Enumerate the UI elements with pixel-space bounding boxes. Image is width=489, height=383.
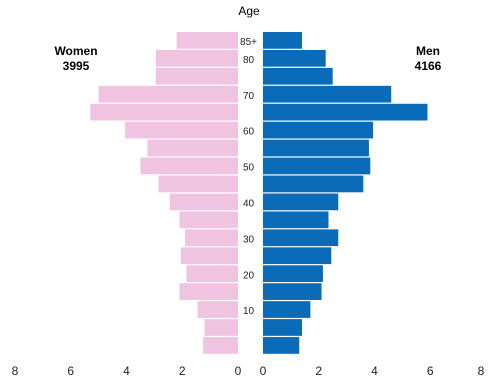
- men-axis-tick-2: 2: [315, 364, 322, 378]
- men-label: Men: [416, 44, 440, 58]
- men-bar-40: [263, 193, 339, 211]
- men-bar-0: [263, 337, 300, 354]
- men-bar-15: [263, 283, 322, 300]
- age-tick-10: 10: [243, 306, 255, 317]
- women-bar-65: [90, 103, 238, 121]
- age-tick-labels: 85+ 80 70 60 50 40 30 20 10: [240, 37, 257, 317]
- women-bar-45: [158, 175, 238, 193]
- women-bar-10: [197, 301, 238, 318]
- women-axis-ticks: 8 6 4 2 0: [12, 364, 242, 378]
- chart-title: Age: [238, 4, 260, 18]
- age-tick-70: 70: [243, 91, 255, 102]
- men-bar-30: [263, 229, 339, 247]
- women-axis-tick-4: 4: [123, 364, 130, 378]
- men-bars: [263, 32, 428, 354]
- women-bars: [90, 32, 238, 354]
- women-bar-0: [203, 337, 238, 354]
- men-bar-55: [263, 139, 369, 157]
- men-bar-85plus: [263, 32, 303, 49]
- women-axis-tick-6: 6: [67, 364, 74, 378]
- men-bar-5: [263, 319, 303, 336]
- age-tick-30: 30: [243, 234, 255, 245]
- men-bar-60: [263, 121, 374, 139]
- men-bar-45: [263, 175, 364, 193]
- men-bar-80: [263, 49, 326, 67]
- women-bar-25: [180, 247, 238, 265]
- age-tick-40: 40: [243, 198, 255, 209]
- women-bar-80: [155, 49, 238, 67]
- women-axis-tick-8: 8: [12, 364, 19, 378]
- men-total: 4166: [415, 59, 442, 73]
- women-bar-30: [185, 229, 238, 247]
- women-total: 3995: [63, 59, 90, 73]
- men-bar-35: [263, 211, 329, 229]
- women-bar-40: [169, 193, 238, 211]
- women-axis-tick-2: 2: [179, 364, 186, 378]
- age-tick-85plus: 85+: [240, 37, 257, 48]
- women-bar-5: [204, 319, 238, 336]
- women-bar-85plus: [176, 32, 238, 49]
- men-axis-ticks: 0 2 4 6 8: [260, 364, 485, 378]
- men-bar-20: [263, 265, 323, 283]
- age-tick-80: 80: [243, 55, 255, 66]
- men-bar-75: [263, 67, 333, 85]
- women-label: Women: [54, 44, 97, 58]
- men-axis-tick-0: 0: [260, 364, 267, 378]
- women-bar-15: [179, 283, 238, 300]
- men-axis-tick-6: 6: [427, 364, 434, 378]
- men-axis-tick-8: 8: [478, 364, 485, 378]
- age-tick-50: 50: [243, 163, 255, 174]
- age-tick-20: 20: [243, 270, 255, 281]
- women-bar-75: [155, 67, 238, 85]
- men-bar-10: [263, 301, 311, 318]
- women-bar-20: [186, 265, 238, 283]
- women-bar-35: [179, 211, 238, 229]
- women-bar-55: [147, 139, 238, 157]
- men-bar-70: [263, 85, 392, 103]
- men-bar-50: [263, 157, 371, 175]
- women-bar-70: [98, 85, 238, 103]
- women-axis-tick-0: 0: [235, 364, 242, 378]
- men-bar-65: [263, 103, 428, 121]
- women-bar-50: [140, 157, 238, 175]
- age-tick-60: 60: [243, 127, 255, 138]
- men-bar-25: [263, 247, 332, 265]
- women-bar-60: [125, 121, 238, 139]
- men-axis-tick-4: 4: [371, 364, 378, 378]
